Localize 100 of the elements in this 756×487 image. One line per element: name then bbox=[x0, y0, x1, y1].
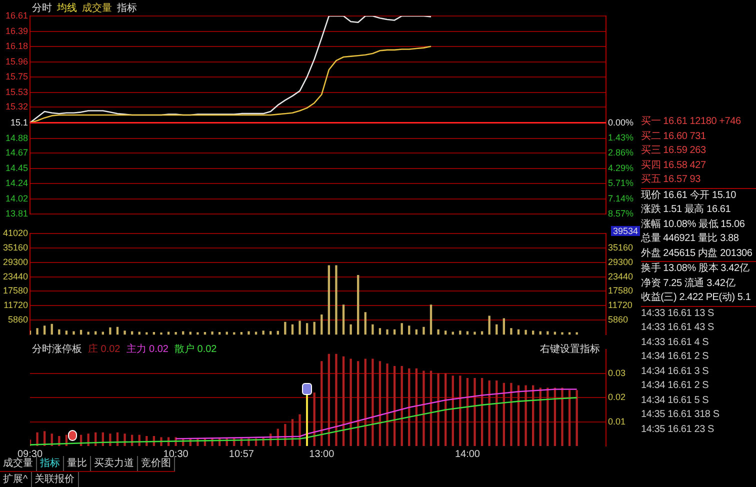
y-tick-label: 14.67 bbox=[5, 148, 28, 158]
text: 净资 7.25 流通 3.42亿 bbox=[641, 276, 736, 290]
bar bbox=[196, 332, 199, 335]
annotation: 右键设置指标 bbox=[540, 342, 600, 356]
bar bbox=[378, 361, 382, 446]
bar bbox=[474, 378, 476, 446]
text: 14:33 16.61 13 S bbox=[641, 306, 714, 320]
bar bbox=[510, 382, 512, 446]
bar bbox=[488, 316, 490, 335]
text: 总量 446921 量比 3.88 bbox=[641, 232, 739, 246]
text: 现价 16.61 今开 15.10 bbox=[641, 188, 736, 202]
bar bbox=[437, 373, 440, 446]
text: 14:35 16.61 23 S bbox=[641, 422, 714, 436]
y-tick-label: 23440 bbox=[2, 271, 28, 282]
bar bbox=[124, 434, 126, 446]
bar bbox=[524, 385, 527, 446]
text: 39534 bbox=[612, 226, 638, 236]
bar bbox=[204, 332, 206, 335]
bar bbox=[36, 328, 38, 335]
y2-tick-label: 0.02 bbox=[608, 392, 626, 402]
y2-tick-label: 23440 bbox=[608, 271, 634, 282]
text: 外盘 245615 内盘 201306 bbox=[641, 246, 752, 260]
bar bbox=[546, 331, 549, 335]
bar bbox=[65, 330, 68, 335]
bar bbox=[422, 326, 425, 335]
text: 14:33 16.61 4 S bbox=[641, 336, 709, 350]
text: 换手 13.08% 股本 3.42亿 bbox=[641, 262, 750, 276]
bar bbox=[459, 330, 462, 335]
bar bbox=[342, 304, 345, 335]
bar bbox=[328, 354, 330, 446]
bar bbox=[386, 364, 388, 446]
text: 买四 16.58 427 bbox=[641, 158, 706, 172]
bar bbox=[372, 358, 374, 446]
y2-tick-label: 29300 bbox=[608, 256, 634, 267]
bar bbox=[124, 330, 126, 335]
text: 买三 16.59 263 bbox=[641, 144, 706, 158]
text: 均线 bbox=[57, 2, 77, 15]
bar bbox=[357, 275, 360, 335]
y-tick-label: 35160 bbox=[2, 242, 28, 252]
bar bbox=[568, 390, 571, 446]
bar bbox=[152, 332, 156, 335]
text: 涨跌 1.51 最高 16.61 bbox=[641, 203, 731, 217]
y2-tick-label: 17580 bbox=[608, 286, 634, 296]
bar bbox=[87, 332, 90, 335]
y-tick-label: 11720 bbox=[4, 300, 28, 310]
bar bbox=[298, 320, 301, 335]
bar bbox=[510, 328, 512, 335]
text: 散户 0.02 bbox=[174, 342, 217, 356]
bar bbox=[328, 265, 330, 335]
bar bbox=[532, 330, 534, 335]
bar bbox=[437, 329, 440, 335]
y2-tick-label: 7.14% bbox=[608, 193, 634, 204]
bar bbox=[524, 330, 527, 335]
bar bbox=[270, 331, 272, 335]
bar bbox=[218, 332, 221, 335]
y-tick-label: 15.96 bbox=[5, 56, 28, 66]
bar bbox=[174, 332, 177, 335]
bar bbox=[546, 388, 549, 446]
text: 收益(三) 2.422 PE(动) 5.1 bbox=[641, 291, 751, 305]
bar bbox=[372, 324, 374, 335]
bar bbox=[72, 331, 75, 335]
bar bbox=[306, 323, 308, 335]
bar bbox=[335, 265, 338, 335]
bar bbox=[561, 332, 564, 335]
bar bbox=[408, 326, 410, 335]
bar bbox=[393, 366, 396, 446]
bar bbox=[430, 304, 432, 335]
text: 买一 16.61 12180 +746 bbox=[641, 115, 741, 129]
bar bbox=[357, 361, 360, 446]
bar bbox=[400, 366, 403, 446]
text: 扩展^ 关联报价 bbox=[2, 472, 76, 487]
bar bbox=[364, 358, 366, 446]
y-tick-label: 17580 bbox=[2, 286, 28, 296]
bar bbox=[44, 326, 46, 335]
y-tick-label: 14.45 bbox=[5, 163, 28, 174]
y-tick-label: 14.24 bbox=[5, 178, 28, 188]
bar bbox=[320, 361, 323, 446]
bar bbox=[262, 330, 264, 335]
y-tick-label: 15.32 bbox=[5, 102, 28, 112]
y2-tick-label: 0.03 bbox=[608, 368, 626, 378]
bar bbox=[284, 322, 286, 335]
y2-tick-label: 5860 bbox=[608, 314, 628, 325]
y-tick-label: 14.02 bbox=[5, 194, 28, 204]
text: 14:34 16.61 5 S bbox=[641, 394, 709, 408]
text: 14:35 16.61 318 S bbox=[641, 408, 720, 422]
bar bbox=[502, 318, 506, 335]
bar bbox=[313, 322, 316, 335]
y2-tick-label: 11720 bbox=[608, 300, 632, 310]
bar bbox=[335, 354, 338, 446]
y2-tick-label: 2.86% bbox=[608, 148, 634, 158]
bar bbox=[474, 332, 476, 335]
y-tick-label: 16.61 bbox=[5, 10, 28, 20]
y-tick-label: 15.75 bbox=[5, 71, 28, 82]
bar bbox=[240, 332, 243, 335]
text: 14:34 16.61 2 S bbox=[641, 350, 709, 364]
bar bbox=[50, 324, 53, 335]
bar bbox=[422, 370, 425, 446]
text: 买五 16.57 93 bbox=[641, 173, 701, 187]
x-tick-label: 10:57 bbox=[228, 448, 254, 460]
text: 14:34 16.61 2 S bbox=[641, 379, 709, 393]
